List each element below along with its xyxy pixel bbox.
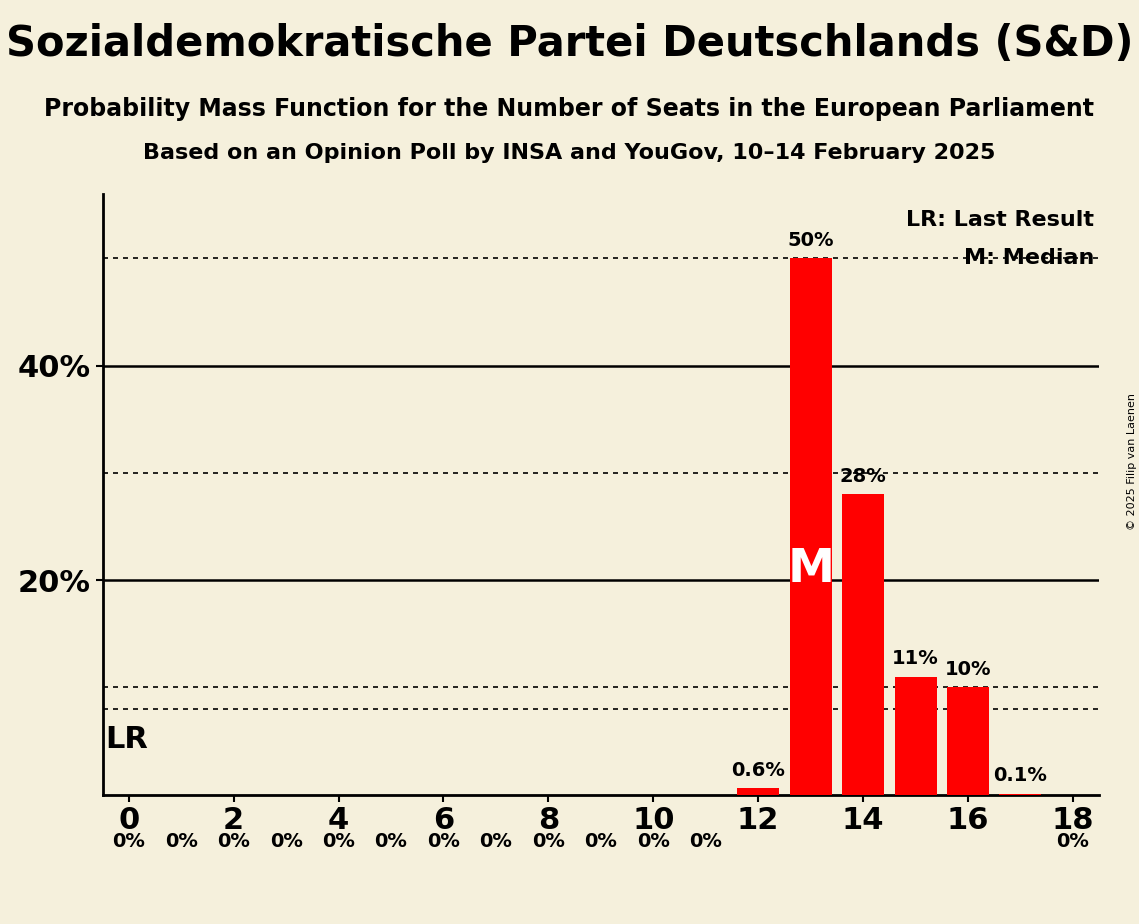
- Text: 0%: 0%: [584, 833, 617, 851]
- Text: 0%: 0%: [427, 833, 460, 851]
- Bar: [947, 687, 989, 795]
- Bar: [1000, 794, 1041, 795]
- Bar: [894, 676, 936, 795]
- Text: Sozialdemokratische Partei Deutschlands (S&D): Sozialdemokratische Partei Deutschlands …: [6, 23, 1133, 65]
- Text: © 2025 Filip van Laenen: © 2025 Filip van Laenen: [1126, 394, 1137, 530]
- Bar: [789, 259, 831, 795]
- Text: 10%: 10%: [944, 660, 991, 679]
- Text: 0%: 0%: [375, 833, 408, 851]
- Text: 0%: 0%: [689, 833, 722, 851]
- Text: 0%: 0%: [480, 833, 513, 851]
- Text: 0%: 0%: [113, 833, 145, 851]
- Text: 0%: 0%: [322, 833, 355, 851]
- Bar: [842, 494, 884, 795]
- Text: LR: LR: [105, 725, 148, 754]
- Text: 0.1%: 0.1%: [993, 766, 1048, 785]
- Text: Probability Mass Function for the Number of Seats in the European Parliament: Probability Mass Function for the Number…: [44, 97, 1095, 121]
- Text: 11%: 11%: [892, 649, 939, 668]
- Text: Based on an Opinion Poll by INSA and YouGov, 10–14 February 2025: Based on an Opinion Poll by INSA and You…: [144, 143, 995, 164]
- Text: 0%: 0%: [270, 833, 303, 851]
- Text: 0%: 0%: [532, 833, 565, 851]
- Text: LR: Last Result: LR: Last Result: [906, 210, 1093, 230]
- Text: 0.6%: 0.6%: [731, 760, 785, 780]
- Text: 0%: 0%: [218, 833, 251, 851]
- Text: 50%: 50%: [787, 231, 834, 249]
- Text: M: M: [787, 547, 834, 592]
- Text: 0%: 0%: [1057, 833, 1089, 851]
- Text: M: Median: M: Median: [964, 248, 1093, 268]
- Text: 28%: 28%: [839, 467, 886, 486]
- Bar: [737, 788, 779, 795]
- Text: 0%: 0%: [637, 833, 670, 851]
- Text: 0%: 0%: [165, 833, 198, 851]
